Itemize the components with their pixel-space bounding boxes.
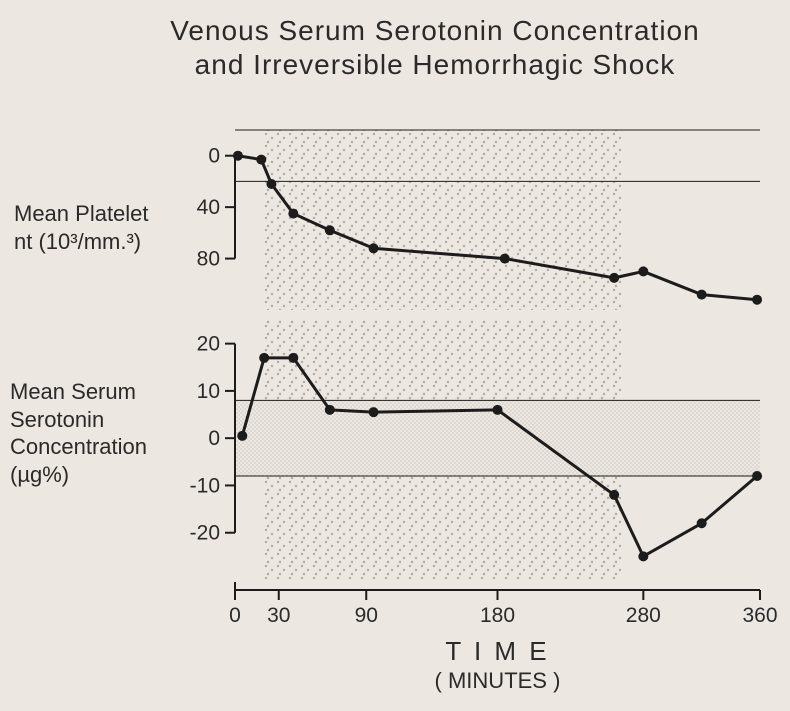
svg-text:30: 30 [267, 604, 290, 627]
svg-text:20: 20 [197, 333, 220, 356]
x-axis-label-line2: ( MINUTES ) [435, 668, 561, 693]
svg-text:280: 280 [626, 604, 661, 627]
x-axis-label-line1: T I M E [445, 636, 549, 666]
chart-canvas: 0 40 80 20 10 0 -10 -20 0 30 90 180 280 360 T I M E( M… [0, 0, 790, 711]
svg-text:0: 0 [208, 427, 220, 450]
svg-text:0: 0 [208, 145, 220, 168]
svg-text:0: 0 [229, 604, 241, 627]
svg-text:40: 40 [197, 196, 220, 219]
svg-text:90: 90 [355, 604, 378, 627]
svg-text:360: 360 [742, 604, 777, 627]
svg-text:-20: -20 [190, 522, 220, 545]
svg-text:10: 10 [197, 380, 220, 403]
svg-text:80: 80 [197, 248, 220, 271]
svg-text:180: 180 [480, 604, 515, 627]
svg-text:-10: -10 [190, 474, 220, 497]
